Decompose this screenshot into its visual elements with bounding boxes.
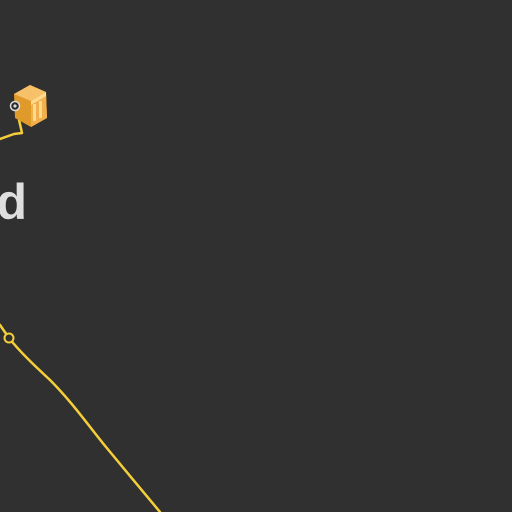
poi-building-icon[interactable]: [14, 85, 47, 127]
place-label: nd: [0, 174, 28, 230]
road-segment-top[interactable]: [0, 109, 24, 141]
road-pin-icon[interactable]: [9, 100, 21, 112]
road-segment-main[interactable]: [0, 323, 162, 512]
road-junction-icon[interactable]: [3, 332, 15, 344]
